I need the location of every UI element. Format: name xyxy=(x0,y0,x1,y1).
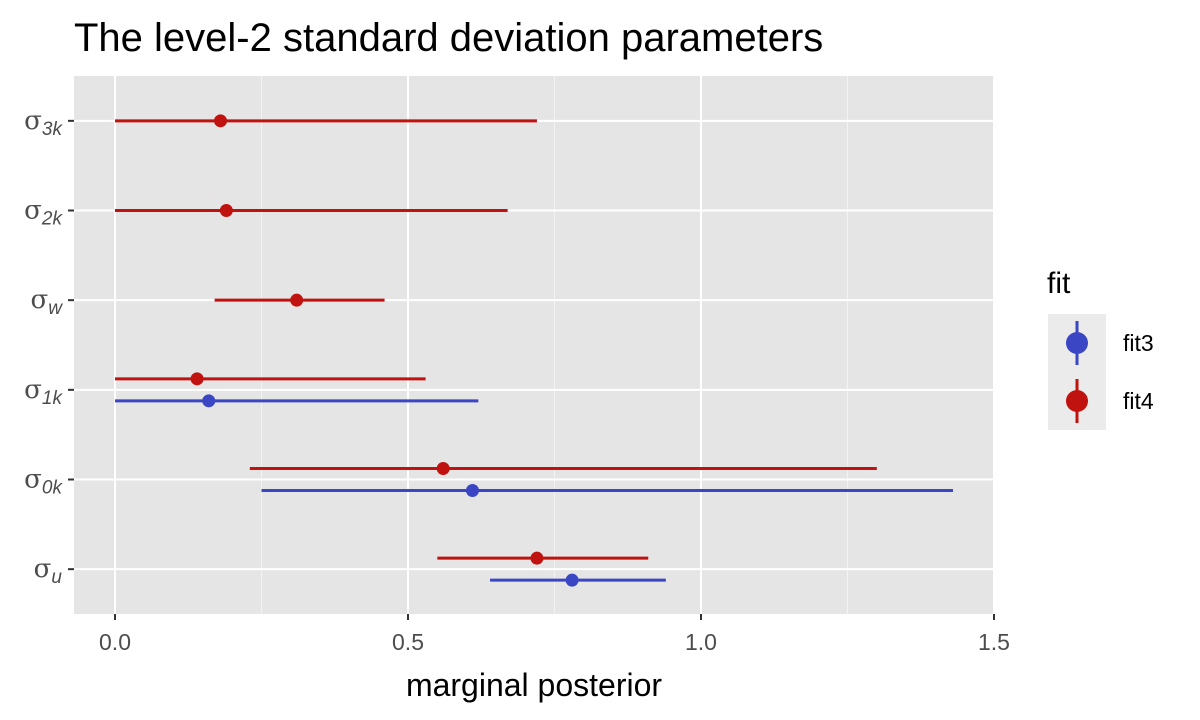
y-tick-label: σw xyxy=(31,285,64,319)
point-fit3 xyxy=(565,573,579,587)
point-fit4 xyxy=(219,204,233,217)
x-tick-label: 0.0 xyxy=(99,629,131,655)
y-axis: σu σ0k σ1k σw σ2k σ3k xyxy=(24,106,74,588)
point-fit4 xyxy=(436,462,450,475)
plot-panel xyxy=(74,76,994,614)
x-axis-label: marginal posterior xyxy=(406,667,662,703)
x-tick-label: 0.5 xyxy=(392,629,424,655)
legend-key-point xyxy=(1066,332,1088,354)
legend-key-point xyxy=(1066,390,1088,412)
y-tick-label: σ3k xyxy=(24,106,63,140)
point-fit4 xyxy=(213,114,227,128)
point-ranges xyxy=(115,114,953,587)
point-fit4 xyxy=(190,372,204,386)
point-fit3 xyxy=(465,484,479,497)
chart-title: The level-2 standard deviation parameter… xyxy=(74,16,823,60)
point-fit4 xyxy=(290,293,304,307)
x-tick-label: 1.0 xyxy=(685,629,717,655)
point-fit3 xyxy=(202,394,216,408)
legend-label-fit3: fit3 xyxy=(1123,330,1154,356)
y-tick-label: σ0k xyxy=(24,465,63,499)
y-tick-label: σ1k xyxy=(24,375,63,409)
x-axis: 0.0 0.5 1.0 1.5 xyxy=(99,614,1010,655)
legend-title: fit xyxy=(1047,267,1071,300)
y-tick-label: σ2k xyxy=(24,196,63,230)
legend: fit fit3 fit4 xyxy=(1047,267,1154,430)
point-fit4 xyxy=(530,551,544,565)
y-tick-label: σu xyxy=(34,554,63,588)
legend-label-fit4: fit4 xyxy=(1123,388,1154,414)
x-tick-label: 1.5 xyxy=(978,629,1010,655)
